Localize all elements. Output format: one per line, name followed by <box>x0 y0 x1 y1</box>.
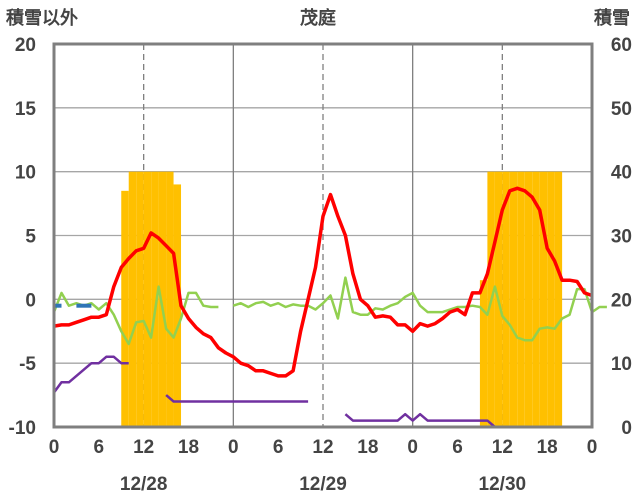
right-axis-label: 積雪 <box>593 7 630 28</box>
chart-title: 茂庭 <box>300 7 336 28</box>
series-line <box>53 186 593 378</box>
snow-depth-bar <box>128 171 137 427</box>
right-tick-label: 30 <box>611 227 632 248</box>
snow-depth-bar <box>539 171 548 427</box>
right-tick-label: 20 <box>611 290 632 311</box>
snow-depth-bar <box>524 171 533 427</box>
snow-depth-bar <box>502 171 510 427</box>
snow-depth-bar <box>166 171 174 427</box>
snow-depth-bar <box>532 171 540 427</box>
left-tick-label: 15 <box>15 99 37 120</box>
left-tick-label: 10 <box>15 163 36 184</box>
series-line <box>232 276 607 342</box>
left-tick-label: 5 <box>25 227 36 248</box>
snow-depth-bar <box>173 184 182 427</box>
x-hour-tick-label: 12 <box>492 437 513 458</box>
series-line <box>165 394 309 403</box>
x-hour-tick-label: 0 <box>49 437 60 458</box>
x-hour-tick-label: 18 <box>537 437 558 458</box>
x-hour-tick-label: 0 <box>587 437 598 458</box>
x-day-label: 12/30 <box>479 474 527 495</box>
snow-depth-bar <box>479 280 488 427</box>
x-hour-tick-label: 6 <box>452 437 463 458</box>
x-hour-tick-label: 12 <box>133 437 154 458</box>
left-tick-label: 0 <box>25 290 36 311</box>
snow-depth-bar <box>517 171 525 427</box>
x-hour-tick-label: 12 <box>312 437 333 458</box>
series-line <box>52 355 129 394</box>
x-hour-tick-label: 0 <box>407 437 418 458</box>
x-hour-tick-label: 18 <box>357 437 378 458</box>
right-tick-label: 10 <box>611 354 632 375</box>
left-tick-label: 20 <box>15 35 36 56</box>
right-tick-label: 40 <box>611 163 632 184</box>
right-tick-label: 50 <box>611 99 632 120</box>
snow-depth-bar <box>158 171 167 427</box>
snow-depth-bar <box>151 171 159 427</box>
snow-depth-bar <box>509 171 518 427</box>
x-hour-tick-label: 6 <box>273 437 284 458</box>
left-tick-label: -10 <box>9 418 36 439</box>
snow-depth-bar <box>547 171 555 427</box>
snow-depth-bar <box>136 171 144 427</box>
right-tick-label: 0 <box>621 418 632 439</box>
x-day-label: 12/28 <box>120 474 168 495</box>
x-hour-tick-label: 6 <box>94 437 105 458</box>
left-axis-label: 積雪以外 <box>5 7 78 28</box>
left-tick-label: -5 <box>19 354 36 375</box>
x-hour-tick-label: 0 <box>228 437 239 458</box>
snow-depth-bar <box>121 190 129 427</box>
plot-frame <box>52 42 594 429</box>
x-hour-tick-label: 18 <box>178 437 199 458</box>
snow-depth-bar <box>143 171 152 427</box>
snow-depth-bar <box>554 171 563 427</box>
x-day-label: 12/29 <box>299 474 347 495</box>
right-tick-label: 60 <box>611 35 632 56</box>
